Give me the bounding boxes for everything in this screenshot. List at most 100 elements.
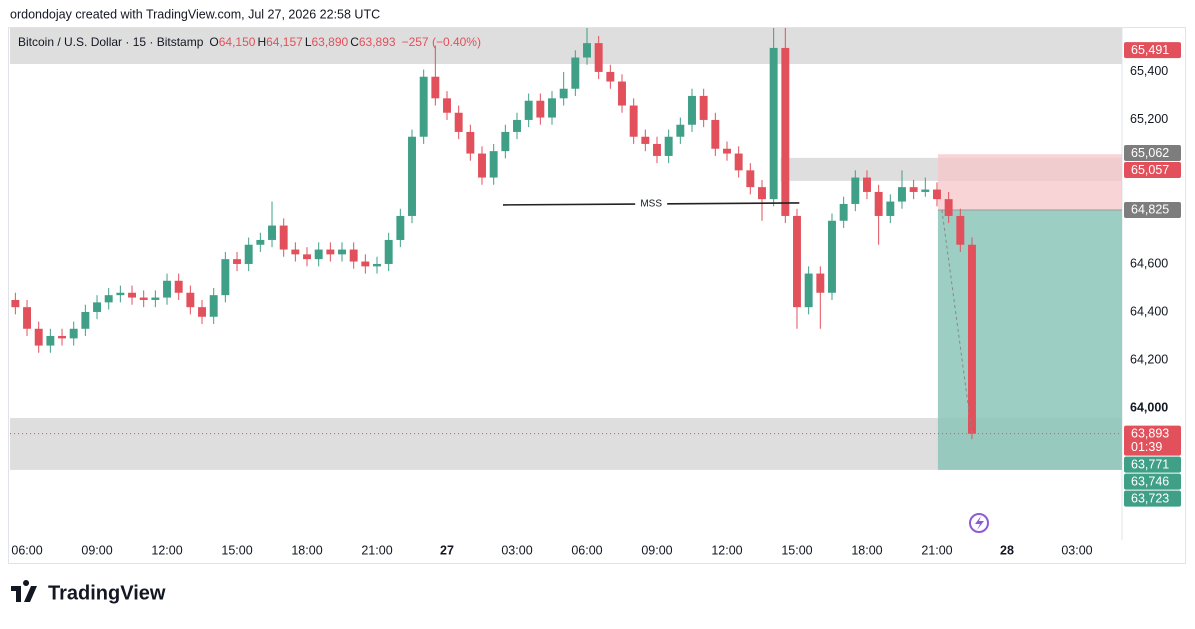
candle-body <box>174 280 183 293</box>
candle-body <box>303 254 311 260</box>
x-tick-label: 15:00 <box>781 543 812 557</box>
candle-body <box>128 292 136 298</box>
candle-body <box>221 259 230 296</box>
y-tick-label: 64,200 <box>1130 352 1168 366</box>
candle-body <box>944 199 953 216</box>
candle-body <box>653 143 661 156</box>
price-tag-label: 63,746 <box>1131 474 1169 488</box>
candle-body <box>233 259 241 264</box>
candle-body <box>384 239 393 264</box>
x-tick-label: 12:00 <box>711 543 742 557</box>
chart-frame <box>8 27 1186 564</box>
candle-body <box>839 203 848 221</box>
candle-body <box>758 187 766 200</box>
price-tag-label: 65,057 <box>1131 163 1169 177</box>
candle-body <box>664 136 673 156</box>
candle-body <box>769 47 778 200</box>
candle-body <box>478 153 486 178</box>
candle-body <box>699 95 708 120</box>
candle-body <box>548 98 556 118</box>
candle-body <box>898 187 906 202</box>
candle-body <box>326 249 335 255</box>
candle-body <box>921 189 930 192</box>
candle-body <box>688 95 696 125</box>
y-tick-label: 64,000 <box>1130 400 1168 414</box>
ohlc-label: O <box>209 35 218 49</box>
candle-body <box>11 299 20 308</box>
price-tag <box>1124 473 1181 490</box>
candle-body <box>454 112 463 132</box>
candle-body <box>851 177 860 204</box>
ohlc-value: 64,150 <box>219 35 256 49</box>
candle-body <box>886 201 895 216</box>
candle-body <box>793 215 801 308</box>
candle-body <box>489 151 498 178</box>
x-tick-label: 06:00 <box>11 543 42 557</box>
candle-body <box>268 225 276 240</box>
ohlc-label: L <box>305 35 312 49</box>
candle-body <box>863 177 871 192</box>
candle-body <box>606 71 615 82</box>
ohlc-label: H <box>257 35 266 49</box>
x-tick-label: 27 <box>440 543 454 557</box>
price-tag <box>1124 201 1181 218</box>
candle-body <box>804 273 813 308</box>
candle-body <box>513 119 521 132</box>
candle-body <box>909 187 918 192</box>
candle-body <box>69 328 78 339</box>
price-tag-label: 63,723 <box>1131 491 1169 505</box>
candle-body <box>583 43 591 58</box>
candle-body <box>244 244 253 264</box>
brand: TradingView <box>48 582 166 604</box>
candle-body <box>536 100 545 118</box>
candle-body <box>466 131 475 154</box>
candle-body <box>291 249 300 255</box>
candle-body <box>956 215 965 245</box>
candle-body <box>93 302 101 312</box>
candle-body <box>408 136 416 216</box>
candle-body <box>314 249 323 260</box>
candle-body <box>734 153 743 171</box>
candle-body <box>816 273 825 293</box>
price-tag-label: 63,771 <box>1131 457 1169 471</box>
projection-line <box>941 209 973 434</box>
candle-body <box>676 124 685 137</box>
x-tick-label: 21:00 <box>921 543 952 557</box>
legend: Bitcoin / U.S. Dollar · 15 · Bitstamp O 64… <box>18 35 481 49</box>
price-tag-label: 63,893 <box>1131 426 1169 440</box>
x-tick-label: 28 <box>1000 543 1014 557</box>
mss-label: MSS <box>640 199 662 210</box>
candle-body <box>723 148 731 154</box>
candle-body <box>968 244 976 434</box>
candle-body <box>209 295 218 317</box>
candle-body <box>559 88 568 99</box>
change: −257 (−0.40%) <box>402 35 481 49</box>
zone <box>10 28 1122 65</box>
candle-body <box>338 249 346 255</box>
credit: ordondojay created with TradingView.com,… <box>10 7 380 21</box>
y-tick-label: 64,400 <box>1130 304 1168 318</box>
candle-body <box>58 335 66 339</box>
stop-zone <box>937 154 1122 210</box>
candle-body <box>828 220 836 293</box>
y-tick-label: 65,400 <box>1130 64 1168 78</box>
x-tick-label: 18:00 <box>851 543 882 557</box>
candle-body <box>711 119 720 149</box>
candle-body <box>618 81 626 106</box>
x-tick-label: 12:00 <box>151 543 182 557</box>
price-tag <box>1124 42 1181 59</box>
candle-body <box>373 263 381 267</box>
price-tag <box>1124 456 1181 473</box>
candle-body <box>23 307 31 329</box>
candle-body <box>933 189 941 200</box>
candle-body <box>139 297 148 300</box>
candle-body <box>361 261 370 267</box>
price-tag-label: 65,491 <box>1131 43 1169 57</box>
candle-body <box>396 215 405 240</box>
logo: TradingView <box>11 580 166 604</box>
x-tick-label: 03:00 <box>1061 543 1092 557</box>
candle-body <box>571 57 580 89</box>
zone <box>10 418 1122 470</box>
candle-body <box>349 249 358 262</box>
